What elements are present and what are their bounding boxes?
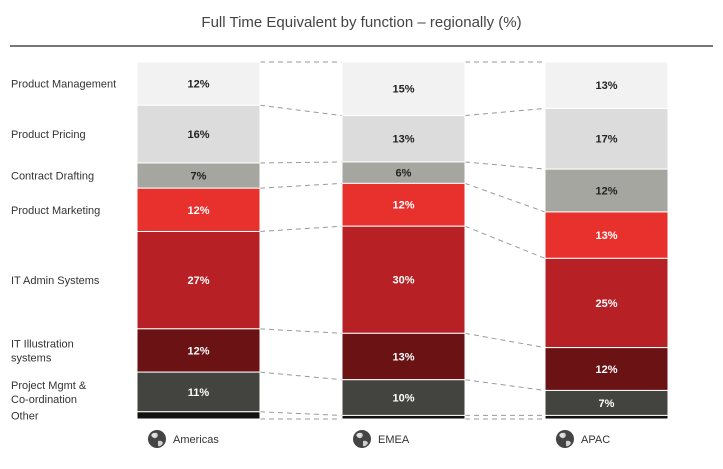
bar-segment-other-americas <box>136 411 261 420</box>
connector-lines <box>259 61 546 420</box>
bar-segment-contract-drafting-americas <box>136 162 261 189</box>
segment-label-product-pricing-emea: 13% <box>392 134 414 146</box>
bar-segment-it-illustration-systems-apac <box>544 347 669 391</box>
category-label-other: Other <box>11 410 39 422</box>
segment-label-it-illustration-systems-apac: 12% <box>595 364 617 376</box>
bar-segment-product-marketing-americas <box>136 187 261 232</box>
connector-line <box>259 411 343 416</box>
connector-line <box>464 332 546 349</box>
bar-segment-product-management-apac <box>544 61 669 109</box>
bar-segment-other-emea <box>341 414 466 420</box>
segment-label-contract-drafting-americas: 7% <box>191 170 207 182</box>
connector-line <box>464 182 546 213</box>
connector-line <box>259 225 343 232</box>
segment-label-it-illustration-systems-emea: 13% <box>392 351 414 363</box>
bar-segment-product-pricing-emea <box>341 115 466 163</box>
bar-segments <box>136 61 669 420</box>
region-americas: Americas <box>148 430 219 448</box>
connector-line <box>259 104 343 117</box>
category-label-product-marketing: Product Marketing <box>11 205 100 217</box>
bar-segment-project-mgmt-co-ordination-americas <box>136 371 261 413</box>
category-label-it-illustration-systems: IT Illustration systems <box>11 338 74 364</box>
connector-line <box>259 161 343 164</box>
category-label-product-management: Product Management <box>11 79 116 91</box>
region-labels: Americas EMEA APAC <box>148 430 610 448</box>
region-label: EMEA <box>378 434 410 446</box>
connector-line <box>259 371 343 381</box>
bar-segment-product-marketing-apac <box>544 211 669 259</box>
category-label-project-mgmt-co-ordination: Project Mgmt & Co-ordination <box>11 380 87 406</box>
connector-line <box>464 379 546 391</box>
bar-segment-it-admin-systems-emea <box>341 225 466 334</box>
bar-segment-contract-drafting-apac <box>544 168 669 213</box>
region-emea: EMEA <box>353 430 410 448</box>
title-divider <box>10 45 713 47</box>
segment-label-it-illustration-systems-americas: 12% <box>187 345 209 357</box>
bar-segment-other-apac <box>544 414 669 420</box>
segment-label-project-mgmt-co-ordination-emea: 10% <box>392 392 414 404</box>
bar-segment-product-pricing-americas <box>136 104 261 164</box>
segment-label-it-admin-systems-americas: 27% <box>187 275 209 287</box>
bar-segment-product-pricing-apac <box>544 107 669 170</box>
globe-icon <box>353 430 371 448</box>
segment-label-product-marketing-americas: 12% <box>187 205 209 217</box>
chart-title: Full Time Equivalent by function – regio… <box>201 14 522 31</box>
segment-label-project-mgmt-co-ordination-apac: 7% <box>599 398 615 410</box>
globe-icon <box>148 430 166 448</box>
bar-segment-it-admin-systems-apac <box>544 257 669 349</box>
segment-label-it-admin-systems-apac: 25% <box>595 298 617 310</box>
segment-labels: 12% 16% 7% 12% 27% 12% 11% 15% 13% 6% 12% 30% 13% 10%… <box>187 79 617 410</box>
region-label: APAC <box>581 434 610 446</box>
bar-segment-product-marketing-emea <box>341 182 466 227</box>
segment-label-product-pricing-americas: 16% <box>187 129 209 141</box>
category-label-contract-drafting: Contract Drafting <box>11 171 94 183</box>
segment-label-product-marketing-emea: 12% <box>392 200 414 212</box>
globe-icon <box>556 430 574 448</box>
bar-segment-it-illustration-systems-americas <box>136 328 261 373</box>
segment-label-contract-drafting-apac: 12% <box>595 185 617 197</box>
bar-segment-it-illustration-systems-emea <box>341 332 466 381</box>
category-label-it-admin-systems: IT Admin Systems <box>11 275 100 287</box>
segment-label-product-marketing-apac: 13% <box>595 230 617 242</box>
region-label: Americas <box>173 434 219 446</box>
connector-line <box>464 107 546 117</box>
segment-label-product-management-apac: 13% <box>595 80 617 92</box>
segment-label-product-pricing-apac: 17% <box>595 134 617 146</box>
segment-label-product-management-americas: 12% <box>187 79 209 91</box>
connector-line <box>259 328 343 334</box>
segment-label-contract-drafting-emea: 6% <box>396 168 412 180</box>
connector-line <box>464 225 546 259</box>
bar-segment-it-admin-systems-americas <box>136 230 261 330</box>
connector-line <box>464 161 546 170</box>
segment-label-it-admin-systems-emea: 30% <box>392 275 414 287</box>
bar-segment-project-mgmt-co-ordination-emea <box>341 379 466 416</box>
region-apac: APAC <box>556 430 610 448</box>
category-labels: Product Management Product Pricing Contrac… <box>11 79 116 423</box>
bar-segment-product-management-americas <box>136 61 261 106</box>
bar-segment-product-management-emea <box>341 61 466 117</box>
connector-line <box>259 182 343 189</box>
segment-label-product-management-emea: 15% <box>392 84 414 96</box>
segment-label-project-mgmt-co-ordination-americas: 11% <box>188 387 210 399</box>
category-label-product-pricing: Product Pricing <box>11 129 86 141</box>
